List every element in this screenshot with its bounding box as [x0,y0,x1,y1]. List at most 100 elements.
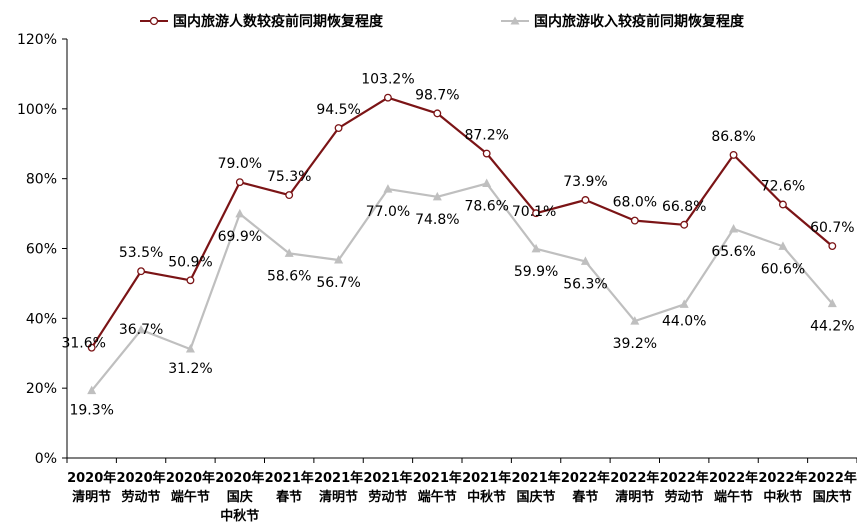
data-point [383,184,393,193]
data-label: 78.6% [464,199,508,215]
data-point [432,191,442,201]
data-point [679,299,689,308]
y-tick-label: 120% [17,32,57,48]
x-category-line: 2021年 [265,470,314,486]
data-label: 74.8% [415,212,459,228]
data-label: 50.9% [168,254,212,270]
y-tick-label: 0% [35,451,57,467]
x-category-label: 2021年劳动节 [363,470,412,505]
data-point [136,324,146,334]
data-point [778,200,787,209]
data-point [482,178,492,188]
y-tick-label: 80% [26,172,57,188]
x-category-line: 端午节 [714,489,753,505]
data-label: 94.5% [316,102,360,118]
x-category-line: 2021年 [511,470,560,486]
data-point [532,209,541,218]
x-category-line: 端午节 [418,489,457,505]
x-category-line: 春节 [275,489,302,505]
data-label: 68.0% [613,195,657,211]
y-tick-label: 100% [17,102,57,118]
x-category-label: 2022年劳动节 [660,470,709,505]
legend-label: 国内旅游收入较疫前同期恢复程度 [534,13,745,30]
data-point [137,267,146,276]
data-label: 58.6% [267,268,311,284]
x-category-label: 2021年中秋节 [462,470,511,505]
x-category-line: 劳动节 [665,489,704,505]
data-point [87,385,97,395]
data-point [482,149,491,158]
x-category-label: 2021年春节 [265,470,314,505]
x-category-line: 2022年 [758,470,807,486]
x-category-line: 中秋节 [220,508,259,524]
data-label: 86.8% [711,129,755,145]
x-category-line: 清明节 [72,489,111,505]
series-layer [87,93,837,395]
data-point [729,223,739,233]
data-label: 31.2% [168,361,212,377]
data-point [729,150,738,159]
x-category-line: 中秋节 [763,489,802,505]
x-category-line: 2021年 [413,470,462,486]
data-label: 31.6% [61,336,105,352]
data-label: 60.7% [810,220,854,236]
x-category-label: 2020年清明节 [67,470,116,505]
y-tick-label: 40% [26,311,57,327]
data-label: 73.9% [563,174,607,190]
x-category-label: 2020年劳动节 [116,470,165,505]
x-category-line: 2022年 [610,470,659,486]
x-category-label: 2020年端午节 [166,470,215,505]
data-label: 44.0% [662,313,706,329]
data-label: 69.9% [218,229,262,245]
x-category-line: 清明节 [319,489,358,505]
x-category-label: 2020年国庆中秋节 [215,470,264,524]
x-category-label: 2022年端午节 [709,470,758,505]
x-category-line: 国庆 [227,489,253,505]
x-category-line: 春节 [571,489,598,505]
data-point [531,243,541,253]
data-point [383,93,392,102]
x-category-line: 2021年 [363,470,412,486]
x-category-line: 清明节 [615,489,654,505]
x-category-line: 2022年 [561,470,610,486]
data-labels: 19.3% 36.7% 31.2% 69.9% 58.6% 56.7% 77.0% 74.8%… [61,72,854,419]
x-category-line: 2020年 [215,470,264,486]
data-point [285,191,294,200]
x-category-label: 2021年国庆节 [511,470,560,505]
data-label: 98.7% [415,87,459,103]
x-category-line: 2020年 [166,470,215,486]
data-point [235,208,245,218]
data-point [580,256,590,265]
x-category-line: 2021年 [462,470,511,486]
data-label: 75.3% [267,169,311,185]
legend-label: 国内旅游人数较疫前同期恢复程度 [173,13,384,30]
x-category-line: 2022年 [660,470,709,486]
data-point [185,344,195,353]
data-point [284,248,294,257]
data-point [630,216,639,225]
data-point [827,298,837,308]
data-point [680,220,689,229]
data-label: 87.2% [464,128,508,144]
x-category-label: 2022年中秋节 [758,470,807,505]
data-label: 36.7% [119,322,163,338]
x-category-label: 2022年清明节 [610,470,659,505]
data-point [778,241,788,250]
data-point [334,255,344,264]
data-label: 65.6% [711,244,755,260]
x-category-line: 2020年 [116,470,165,486]
x-category-line: 劳动节 [122,489,161,505]
x-category-line: 2022年 [808,470,857,486]
data-label: 56.3% [563,276,607,292]
data-point [433,109,442,118]
data-label: 79.0% [218,156,262,172]
data-label: 19.3% [69,403,113,419]
data-point [87,343,96,352]
legend-marker-circle [149,16,159,26]
y-tick-label: 60% [26,242,57,258]
data-point [581,196,590,204]
series-line [90,182,834,392]
data-label: 70.1% [512,204,556,220]
x-category-label: 2022年国庆节 [808,470,857,505]
